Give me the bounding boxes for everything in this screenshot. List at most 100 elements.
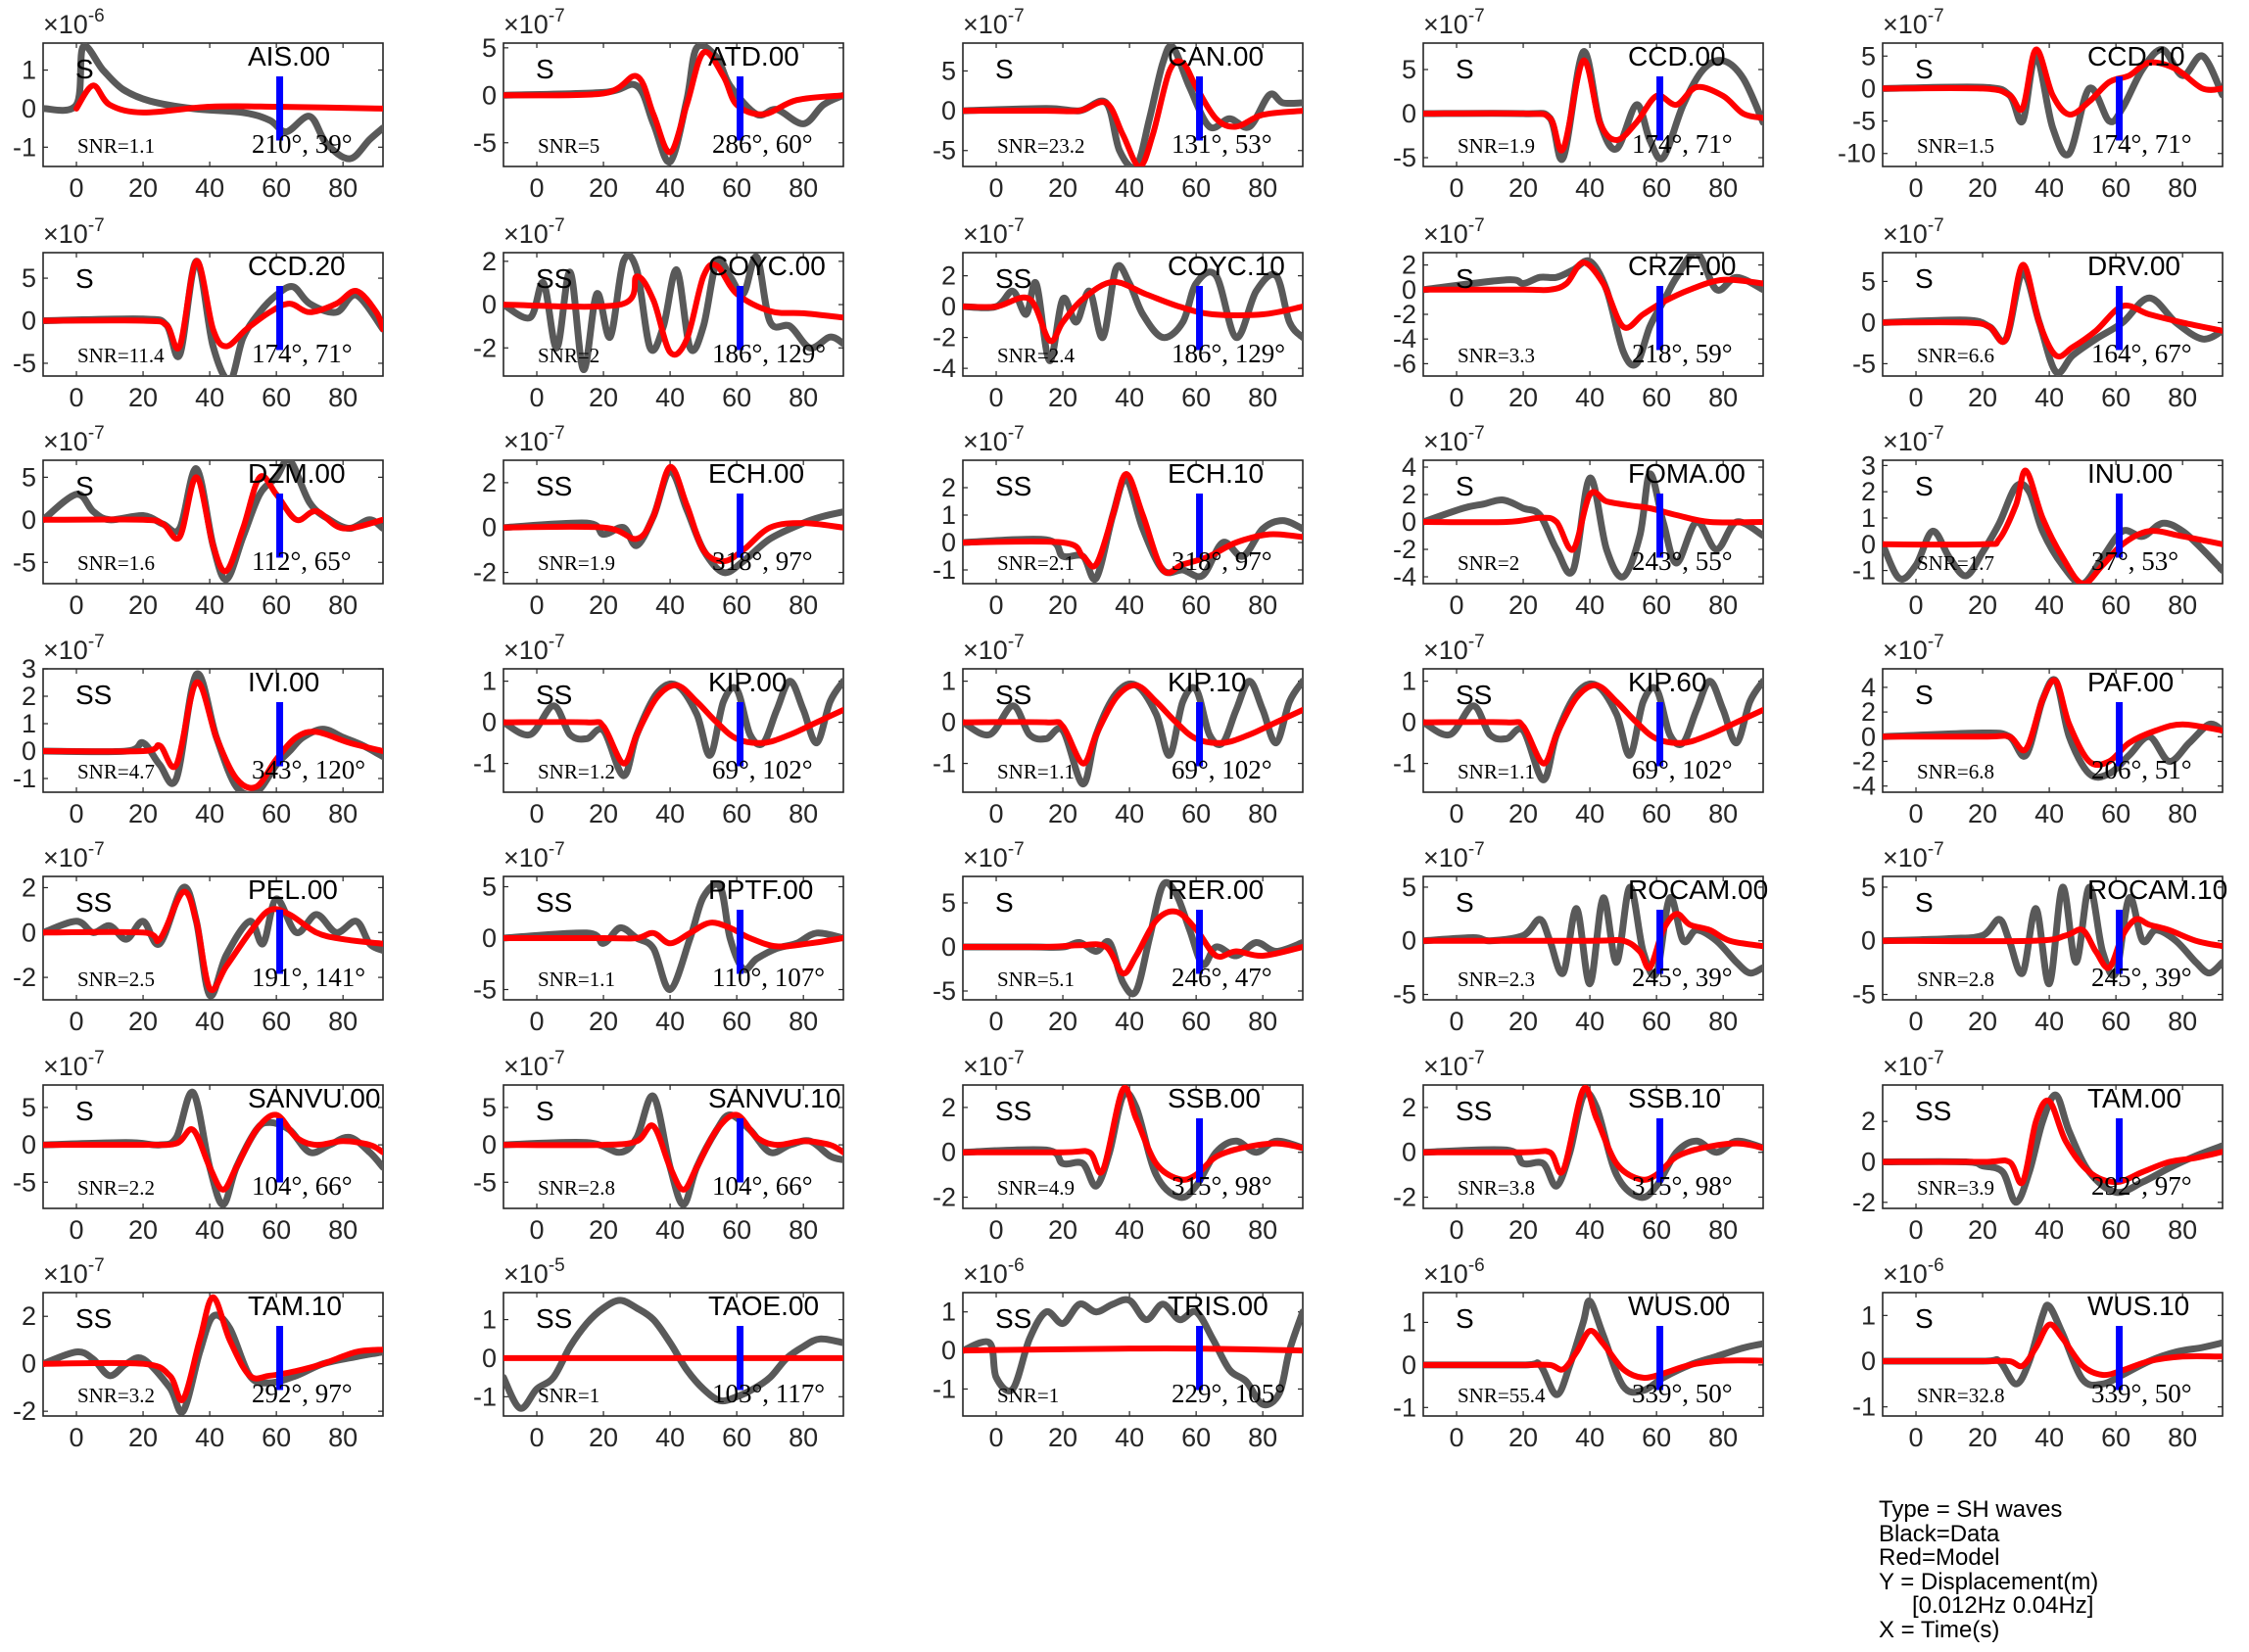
phase-label: S — [1915, 263, 1934, 294]
phase-label: SS — [995, 1303, 1031, 1334]
x-tick-label: 40 — [655, 1215, 685, 1245]
phase-label: S — [536, 54, 554, 84]
x-tick-label: 80 — [328, 1007, 358, 1036]
y-tick-label: 5 — [941, 56, 956, 85]
phase-label: SS — [536, 887, 572, 918]
x-tick-label: 20 — [1968, 1423, 1997, 1452]
y-tick-label: 3 — [22, 654, 36, 684]
panel-atd-00: 0 20 40 60 80 -5 0 5×10-7 S ATD.00 SNR=5 286°, 60° — [473, 6, 844, 203]
snr-label: SNR=1 — [538, 1384, 599, 1407]
angles-label: 174°, 71° — [252, 339, 353, 368]
x-tick-label: 0 — [70, 590, 84, 620]
y-exponent: ×10-7 — [503, 1048, 565, 1081]
axes-box — [962, 1292, 1304, 1417]
model-trace — [503, 920, 843, 950]
y-tick-label: -2 — [1393, 535, 1416, 564]
station-label: SSB.10 — [1628, 1083, 1721, 1113]
x-tick-label: 20 — [1508, 1423, 1538, 1452]
y-tick-label: 0 — [941, 1138, 956, 1167]
x-tick-label: 0 — [989, 173, 1004, 203]
y-tick-label: 1 — [1861, 1300, 1876, 1330]
x-tick-label: 20 — [1508, 1007, 1538, 1036]
data-trace — [503, 678, 843, 779]
x-tick-label: 40 — [195, 1215, 224, 1245]
phase-label: S — [995, 54, 1014, 84]
panel-rocam-10: 0 20 40 60 80 -5 0 5×10-7 S ROCAM.10 SNR=2.8 245°, … — [1852, 839, 2227, 1036]
x-tick-label: 0 — [530, 1007, 545, 1036]
y-tick-label: 0 — [482, 1344, 497, 1373]
x-tick-label: 20 — [1968, 590, 1997, 620]
y-tick-label: 0 — [22, 1349, 36, 1379]
x-tick-label: 60 — [262, 1215, 291, 1245]
y-tick-label: 1 — [1402, 1307, 1416, 1337]
angles-label: 315°, 98° — [1172, 1171, 1272, 1201]
data-trace — [503, 43, 843, 165]
x-tick-label: 60 — [1181, 1215, 1211, 1245]
y-tick-label: 2 — [1402, 1093, 1416, 1122]
angles-label: 318°, 97° — [1172, 546, 1272, 576]
x-tick-label: 80 — [2168, 383, 2197, 412]
legend-y: Y = Displacement(m) — [1879, 1568, 2099, 1595]
y-exponent: ×10-7 — [503, 6, 565, 39]
y-tick-label: -1 — [1393, 749, 1416, 779]
x-tick-label: 60 — [1642, 383, 1671, 412]
y-tick-label: -2 — [1852, 1188, 1876, 1217]
angles-label: 104°, 66° — [252, 1171, 353, 1201]
x-tick-label: 60 — [2101, 590, 2130, 620]
x-tick-label: 60 — [2101, 1007, 2130, 1036]
station-label: ROCAM.00 — [1628, 874, 1768, 905]
x-tick-label: 60 — [262, 1007, 291, 1036]
phase-label: SS — [995, 1096, 1031, 1126]
x-tick-label: 40 — [1575, 173, 1604, 203]
station-label: SSB.00 — [1168, 1083, 1261, 1113]
y-tick-label: -5 — [473, 975, 497, 1005]
model-trace — [43, 1294, 383, 1403]
x-tick-label: 80 — [1708, 799, 1738, 828]
y-tick-label: 2 — [1861, 1107, 1876, 1136]
x-tick-label: 60 — [262, 799, 291, 828]
angles-label: 69°, 102° — [712, 755, 813, 784]
y-tick-label: 0 — [941, 708, 956, 737]
y-exponent: ×10-7 — [1423, 215, 1485, 249]
x-tick-label: 60 — [1181, 173, 1211, 203]
phase-label: S — [1456, 887, 1474, 918]
x-tick-label: 20 — [128, 590, 158, 620]
x-tick-label: 80 — [1248, 173, 1277, 203]
y-tick-label: -2 — [13, 963, 36, 992]
y-tick-label: 0 — [941, 932, 956, 962]
snr-label: SNR=2.4 — [997, 344, 1075, 367]
y-tick-label: 5 — [482, 873, 497, 902]
data-trace — [963, 1296, 1303, 1409]
snr-label: SNR=3.3 — [1458, 344, 1535, 367]
model-trace — [1883, 677, 2223, 769]
snr-label: SNR=1.9 — [538, 551, 615, 575]
snr-label: SNR=2.8 — [538, 1176, 615, 1200]
model-trace — [1423, 1085, 1763, 1183]
phase-label: SS — [536, 471, 572, 501]
phase-label: S — [1456, 54, 1474, 84]
x-tick-label: 0 — [70, 799, 84, 828]
x-tick-label: 80 — [1248, 1423, 1277, 1452]
x-tick-label: 80 — [1708, 1007, 1738, 1036]
phase-label: S — [1456, 1303, 1474, 1334]
angles-label: 174°, 71° — [2091, 129, 2192, 159]
x-tick-label: 0 — [989, 383, 1004, 412]
phase-label: S — [995, 887, 1014, 918]
axes-box — [1882, 668, 2224, 793]
panel-tam-00: 0 20 40 60 80 -2 0 2×10-7 SS TAM.00 SNR=3.9 292°, 9… — [1852, 1048, 2224, 1245]
y-tick-label: 0 — [1402, 99, 1416, 128]
y-exponent: ×10-7 — [43, 839, 105, 873]
y-tick-label: 1 — [482, 667, 497, 696]
y-tick-label: 1 — [482, 1305, 497, 1335]
station-label: SANVU.00 — [248, 1083, 380, 1113]
angles-label: 246°, 47° — [1172, 963, 1272, 992]
x-tick-label: 60 — [722, 383, 751, 412]
x-tick-label: 60 — [262, 173, 291, 203]
y-tick-label: 0 — [1402, 1350, 1416, 1380]
snr-label: SNR=1.9 — [1458, 134, 1535, 158]
y-tick-label: 4 — [1861, 673, 1876, 702]
station-label: IVI.00 — [248, 667, 319, 697]
snr-label: SNR=1.5 — [1917, 134, 1994, 158]
